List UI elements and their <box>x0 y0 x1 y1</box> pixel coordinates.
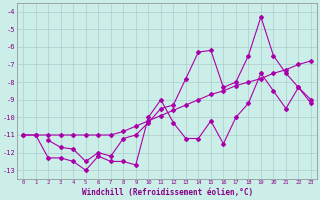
X-axis label: Windchill (Refroidissement éolien,°C): Windchill (Refroidissement éolien,°C) <box>82 188 252 197</box>
